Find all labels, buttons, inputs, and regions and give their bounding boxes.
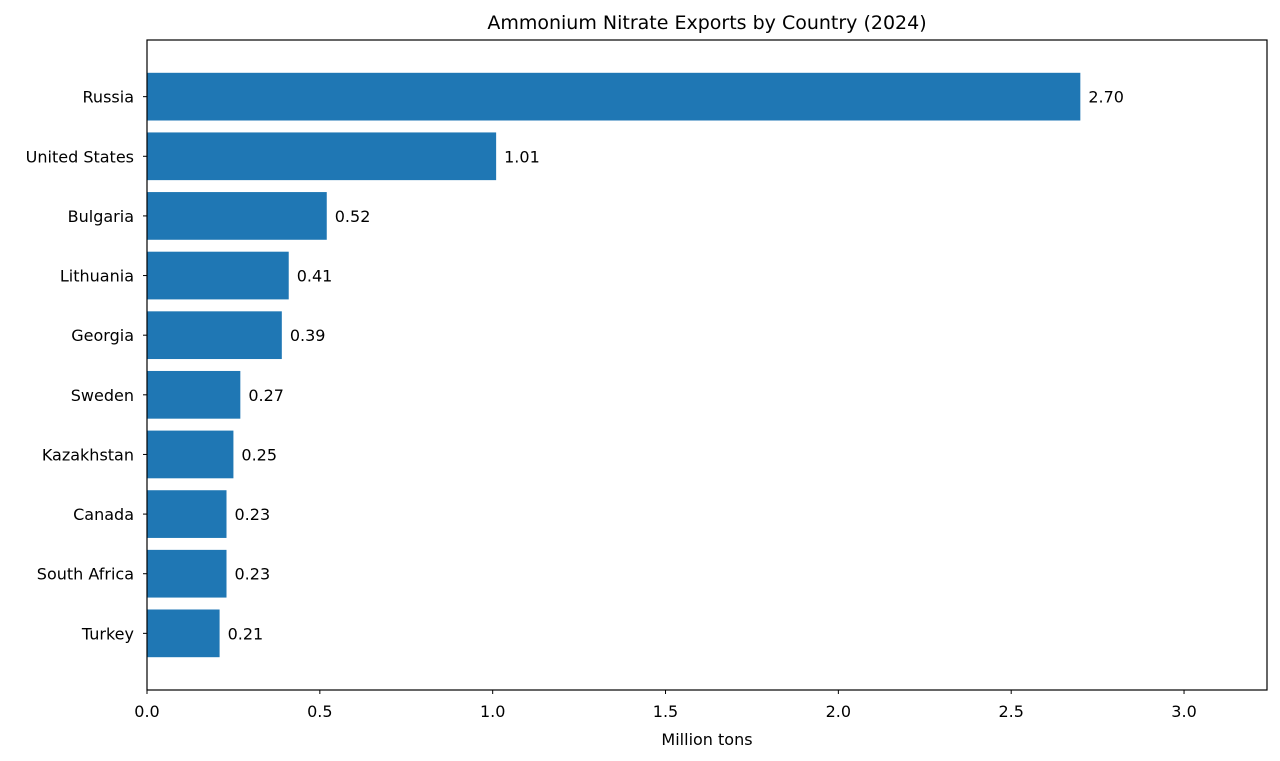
data-label: 1.01: [504, 147, 540, 166]
x-tick-label: 2.0: [826, 702, 851, 721]
y-tick-label: Bulgaria: [68, 207, 134, 226]
y-tick-label: Canada: [73, 505, 134, 524]
data-label: 0.39: [290, 326, 326, 345]
chart-title: Ammonium Nitrate Exports by Country (202…: [487, 12, 926, 34]
bar: [147, 72, 1081, 121]
bar: [147, 609, 220, 658]
x-tick-label: 3.0: [1171, 702, 1196, 721]
bar: [147, 192, 327, 240]
plot-frame: [146, 39, 1268, 691]
bar: [147, 549, 227, 598]
x-tick-label: 1.5: [653, 702, 678, 721]
x-tick-label: 0.0: [134, 702, 159, 721]
bar: [147, 132, 497, 181]
data-label: 0.25: [241, 445, 277, 464]
y-tick-label: Kazakhstan: [42, 445, 134, 464]
y-tick-label: Turkey: [81, 624, 134, 643]
bar: [147, 251, 289, 300]
data-label: 0.52: [335, 207, 371, 226]
data-label: 0.23: [235, 565, 271, 584]
data-label: 0.23: [235, 505, 271, 524]
x-tick-label: 0.5: [307, 702, 332, 721]
y-tick-label: South Africa: [37, 565, 134, 584]
bar: [147, 311, 282, 360]
x-axis-label: Million tons: [661, 730, 752, 749]
data-label: 0.27: [248, 386, 284, 405]
y-tick-label: United States: [26, 147, 134, 166]
data-label: 2.70: [1088, 88, 1124, 107]
x-tick-label: 2.5: [998, 702, 1023, 721]
data-label: 0.41: [297, 267, 333, 286]
data-label: 0.21: [228, 624, 264, 643]
y-tick-label: Russia: [83, 88, 134, 107]
y-tick-label: Lithuania: [60, 267, 134, 286]
bar: [147, 430, 234, 479]
x-tick-label: 1.0: [480, 702, 505, 721]
y-tick-label: Georgia: [71, 326, 134, 345]
y-tick-label: Sweden: [71, 386, 134, 405]
bar: [147, 370, 241, 419]
bar: [147, 490, 227, 538]
